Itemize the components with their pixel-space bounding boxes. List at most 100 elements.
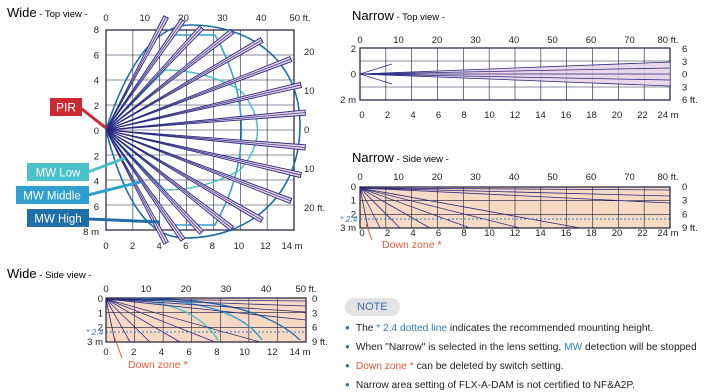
narrow-side-m-axis: 0 2 4 6 8 10 12 14 16 18 20 22 24 m [359, 228, 678, 239]
m-tick-label: 4 [156, 241, 161, 252]
ft-tick-label: 30 [470, 172, 481, 183]
m-tick-label: 14 m [289, 347, 310, 358]
legend-mw-high-label: MW High [34, 214, 81, 226]
legend-mw-high: MW High [27, 209, 161, 227]
bullet-icon: ● [345, 323, 350, 332]
narrow-side-title: Narrow - Side view - [352, 150, 449, 165]
legend-pir-label: PIR [56, 101, 76, 115]
ft-tick-label: 50 ft. [289, 13, 310, 24]
note-panel: NOTE ● The * 2.4 dotted line indicates th… [345, 297, 700, 392]
narrow-top-view: Narrow - Top view - 0 10 20 30 40 50 60 70 80 ft… [340, 8, 698, 121]
m-tick-label: 24 m [657, 110, 678, 121]
ft-tick-label: 60 [586, 35, 597, 46]
m-tick-label: 0 [359, 228, 364, 239]
pir-beam-axis [105, 112, 306, 131]
m-tick-label: 0 [359, 110, 364, 121]
wide-side-down-zone-label: Down zone * [128, 359, 188, 371]
m-tick-label: 3 m [87, 337, 103, 348]
m-tick-label: 4 [410, 228, 415, 239]
note-item-down-zone: ● Down zone * can be deleted by switch se… [345, 361, 564, 372]
narrow-side-view: Narrow - Side view - 0 10 20 30 40 50 60 70 80 f… [340, 150, 698, 251]
m-tick-label: 24 m [657, 228, 678, 239]
m-tick-label: 0 [351, 182, 356, 193]
m-tick-label: 3 m [340, 223, 356, 234]
ft-tick-label: 40 [509, 35, 520, 46]
wide-side-m-axis: 0 2 4 6 8 10 12 14 m [103, 347, 310, 358]
ft-tick-label: 0 [357, 172, 362, 183]
m-tick-label: 2 [385, 110, 390, 121]
legend: PIR MW Low MW Middle MW High [16, 98, 161, 227]
m-tick-label: 1 [351, 196, 356, 207]
m-tick-label: 10 [239, 347, 250, 358]
wide-side-beam [105, 298, 181, 343]
wide-side-left-axis: 0 1 2 3 m [87, 294, 103, 348]
m-tick-label: 1 [98, 308, 103, 319]
ft-tick-label: 10 [140, 13, 151, 24]
wide-side-beam [105, 298, 307, 321]
pir-beam-axis [105, 129, 233, 229]
m-tick-label: 22 [637, 110, 648, 121]
m-tick-label: 14 m [281, 241, 302, 252]
bullet-icon: ● [345, 380, 350, 389]
pir-beam-axis [105, 129, 184, 240]
m-tick-label: 6 [94, 50, 99, 61]
wide-top-left-axis: 8 6 4 2 0 2 4 6 8 m [83, 25, 99, 238]
pir-beam-axis [105, 39, 263, 131]
ft-tick-label: 70 [624, 35, 635, 46]
ft-tick-label: 20 [304, 47, 315, 58]
m-tick-label: 2 [94, 151, 99, 162]
ft-tick-label: 10 [141, 284, 152, 295]
wide-side-beam [105, 298, 216, 343]
narrow-top-title: Narrow - Top view - [352, 8, 445, 23]
m-tick-label: 10 [484, 228, 495, 239]
m-tick-label: 12 [510, 110, 521, 121]
wide-side-ft-axis: 0 10 20 30 40 50 ft. [103, 284, 316, 295]
pir-beam-axis [105, 129, 263, 221]
ft-tick-label: 3 [312, 308, 317, 319]
narrow-top-ft-axis: 0 10 20 30 40 50 60 70 80 ft. [357, 35, 678, 46]
m-tick-label: 14 [535, 110, 546, 121]
ft-tick-label: 20 [178, 13, 189, 24]
m-tick-label: 4 [410, 110, 415, 121]
wide-top-right-axis: 20 10 0 10 20 ft. [304, 47, 325, 214]
m-tick-label: 18 [586, 110, 597, 121]
ft-tick-label: 6 [682, 209, 687, 220]
m-tick-label: 8 [94, 25, 99, 36]
note-item-certification: ● Narrow area setting of FLX-A-DAM is not… [345, 380, 635, 391]
ft-tick-label: 20 [181, 284, 192, 295]
wide-side-beam [105, 298, 131, 343]
narrow-side-beam [359, 187, 401, 229]
narrow-top-beam [359, 61, 671, 75]
m-tick-label: 6 [186, 347, 191, 358]
pir-beam-axis [105, 31, 233, 131]
m-tick-label: 12 [260, 241, 271, 252]
narrow-side-ft-axis: 0 10 20 30 40 50 60 70 80 ft. [357, 172, 678, 183]
m-tick-label: 18 [586, 228, 597, 239]
pir-beam-axis [105, 27, 202, 131]
narrow-top-beam [359, 73, 671, 87]
wide-side-beam [105, 298, 261, 343]
m-tick-label: 0 [103, 241, 108, 252]
ft-tick-label: 0 [357, 35, 362, 46]
ft-tick-label: 3 [682, 196, 687, 207]
m-tick-label: 8 [461, 110, 466, 121]
pir-beam-axis [105, 129, 301, 176]
narrow-side-down-zone-label: Down zone * [382, 239, 442, 251]
ft-tick-label: 40 [509, 172, 520, 183]
narrow-side-beam [359, 187, 381, 229]
narrow-side-beam [359, 187, 671, 204]
m-tick-label: 14 [535, 228, 546, 239]
narrow-side-down-zone-marker [365, 223, 373, 241]
wide-top-title: Wide - Top view - [7, 5, 88, 20]
m-tick-label: 20 [612, 110, 623, 121]
note-item-narrow-mw: ● When "Narrow" is selected in the lens s… [345, 342, 697, 353]
wide-top-ft-axis: 0 10 20 30 40 50 ft. [103, 13, 310, 24]
m-tick-label: 6 [436, 110, 441, 121]
bullet-icon: ● [345, 342, 350, 351]
wide-side-beam [105, 298, 116, 343]
narrow-side-beam [359, 187, 471, 229]
note-item-mounting: ● The * 2.4 dotted line indicates the rec… [345, 323, 654, 334]
ft-tick-label: 40 [261, 284, 272, 295]
narrow-top-left-axis: 2 0 2 m [340, 44, 356, 106]
